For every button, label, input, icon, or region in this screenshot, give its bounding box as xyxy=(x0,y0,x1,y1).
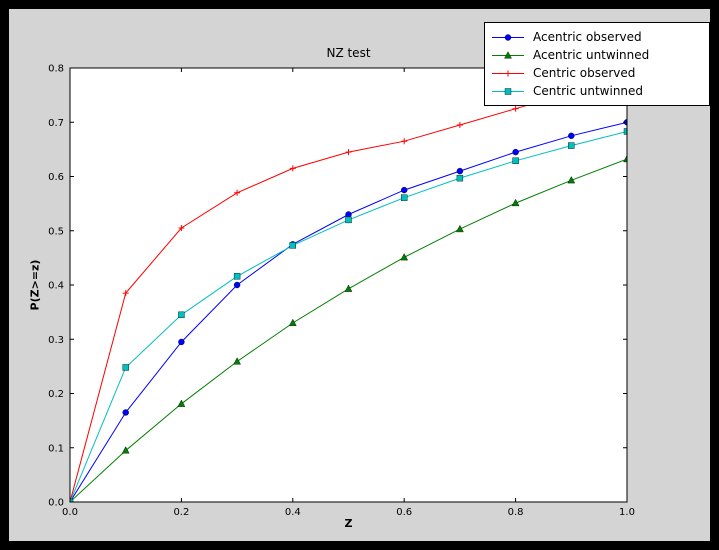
x-tick-label: 0.8 xyxy=(508,507,524,518)
x-tick-label: 0.4 xyxy=(285,507,301,518)
triangle-marker-icon xyxy=(121,446,130,454)
square-marker-icon xyxy=(456,174,464,182)
square-marker-icon xyxy=(504,87,512,95)
y-tick-label: 0.6 xyxy=(48,172,64,183)
square-marker-icon xyxy=(512,157,519,164)
y-tick-label: 0.3 xyxy=(48,335,64,346)
triangle-marker-icon xyxy=(288,318,297,326)
square-marker-icon xyxy=(178,311,185,319)
square-marker-icon xyxy=(401,194,408,201)
x-tick-label: 0.6 xyxy=(396,507,412,518)
square-marker-icon xyxy=(289,242,296,249)
triangle-marker-icon xyxy=(623,154,627,163)
y-tick-label: 0.4 xyxy=(48,281,64,292)
triangle-marker-icon xyxy=(233,357,241,365)
triangle-marker-icon xyxy=(177,399,186,407)
square-marker-icon xyxy=(233,273,241,280)
square-marker-icon xyxy=(122,364,129,371)
figure-canvas: 0.0 0.2 0.4 0.6 0.8 1.0 0.0 0.1 0.2 0.3 0.4 0.5 0.6 0… xyxy=(9,9,710,541)
legend-item: Acentric untwinned xyxy=(491,46,701,64)
y-tick-label: 0.5 xyxy=(48,226,64,237)
legend-sample-line xyxy=(492,70,524,76)
triangle-marker-icon xyxy=(504,50,512,59)
chart-title: NZ test xyxy=(326,46,371,60)
legend-item: Centric observed xyxy=(491,64,701,82)
square-marker-icon xyxy=(568,142,575,149)
circle-marker-icon xyxy=(345,211,352,218)
y-tick-label: 0.8 xyxy=(48,64,64,75)
x-axis-label: Z xyxy=(344,517,353,530)
circle-marker-icon xyxy=(233,281,241,289)
circle-marker-icon xyxy=(401,186,408,194)
x-tick-label: 1.0 xyxy=(619,507,635,518)
circle-marker-icon xyxy=(512,148,519,156)
legend-sample-line xyxy=(492,50,524,59)
legend-label: Centric untwinned xyxy=(533,84,644,98)
legend: Acentric observed Acentric untwinned Centr… xyxy=(484,22,710,106)
legend-item: Centric untwinned xyxy=(491,82,701,100)
y-axis-label: P(Z>=z) xyxy=(28,259,42,311)
circle-marker-icon xyxy=(504,33,512,41)
x-tick-label: 0.0 xyxy=(62,507,78,518)
triangle-marker-icon xyxy=(567,176,576,184)
square-marker-icon xyxy=(623,128,627,135)
legend-label: Acentric untwinned xyxy=(533,48,650,62)
triangle-marker-icon xyxy=(344,284,353,292)
plot-area: 0.0 0.2 0.4 0.6 0.8 1.0 0.0 0.1 0.2 0.3 0.4 0.5 0.6 0… xyxy=(48,64,635,519)
square-marker-icon xyxy=(345,216,352,224)
legend-sample-line xyxy=(492,87,524,95)
circle-marker-icon xyxy=(122,409,129,416)
y-tick-label: 0.2 xyxy=(48,389,64,400)
square-marker-icon xyxy=(70,498,74,502)
circle-marker-icon xyxy=(456,167,464,175)
y-tick-label: 0.0 xyxy=(48,498,64,509)
legend-sample-line xyxy=(492,33,524,41)
legend-label: Centric observed xyxy=(533,66,636,80)
triangle-marker-icon xyxy=(400,253,409,261)
legend-label: Acentric observed xyxy=(533,30,642,44)
y-tick-label: 0.1 xyxy=(48,443,64,454)
triangle-marker-icon xyxy=(511,198,520,207)
x-tick-label: 0.2 xyxy=(173,507,189,518)
circle-marker-icon xyxy=(178,338,185,346)
y-tick-label: 0.7 xyxy=(48,118,64,129)
circle-marker-icon xyxy=(568,132,575,140)
triangle-marker-icon xyxy=(456,224,464,233)
legend-item: Acentric observed xyxy=(491,28,701,46)
